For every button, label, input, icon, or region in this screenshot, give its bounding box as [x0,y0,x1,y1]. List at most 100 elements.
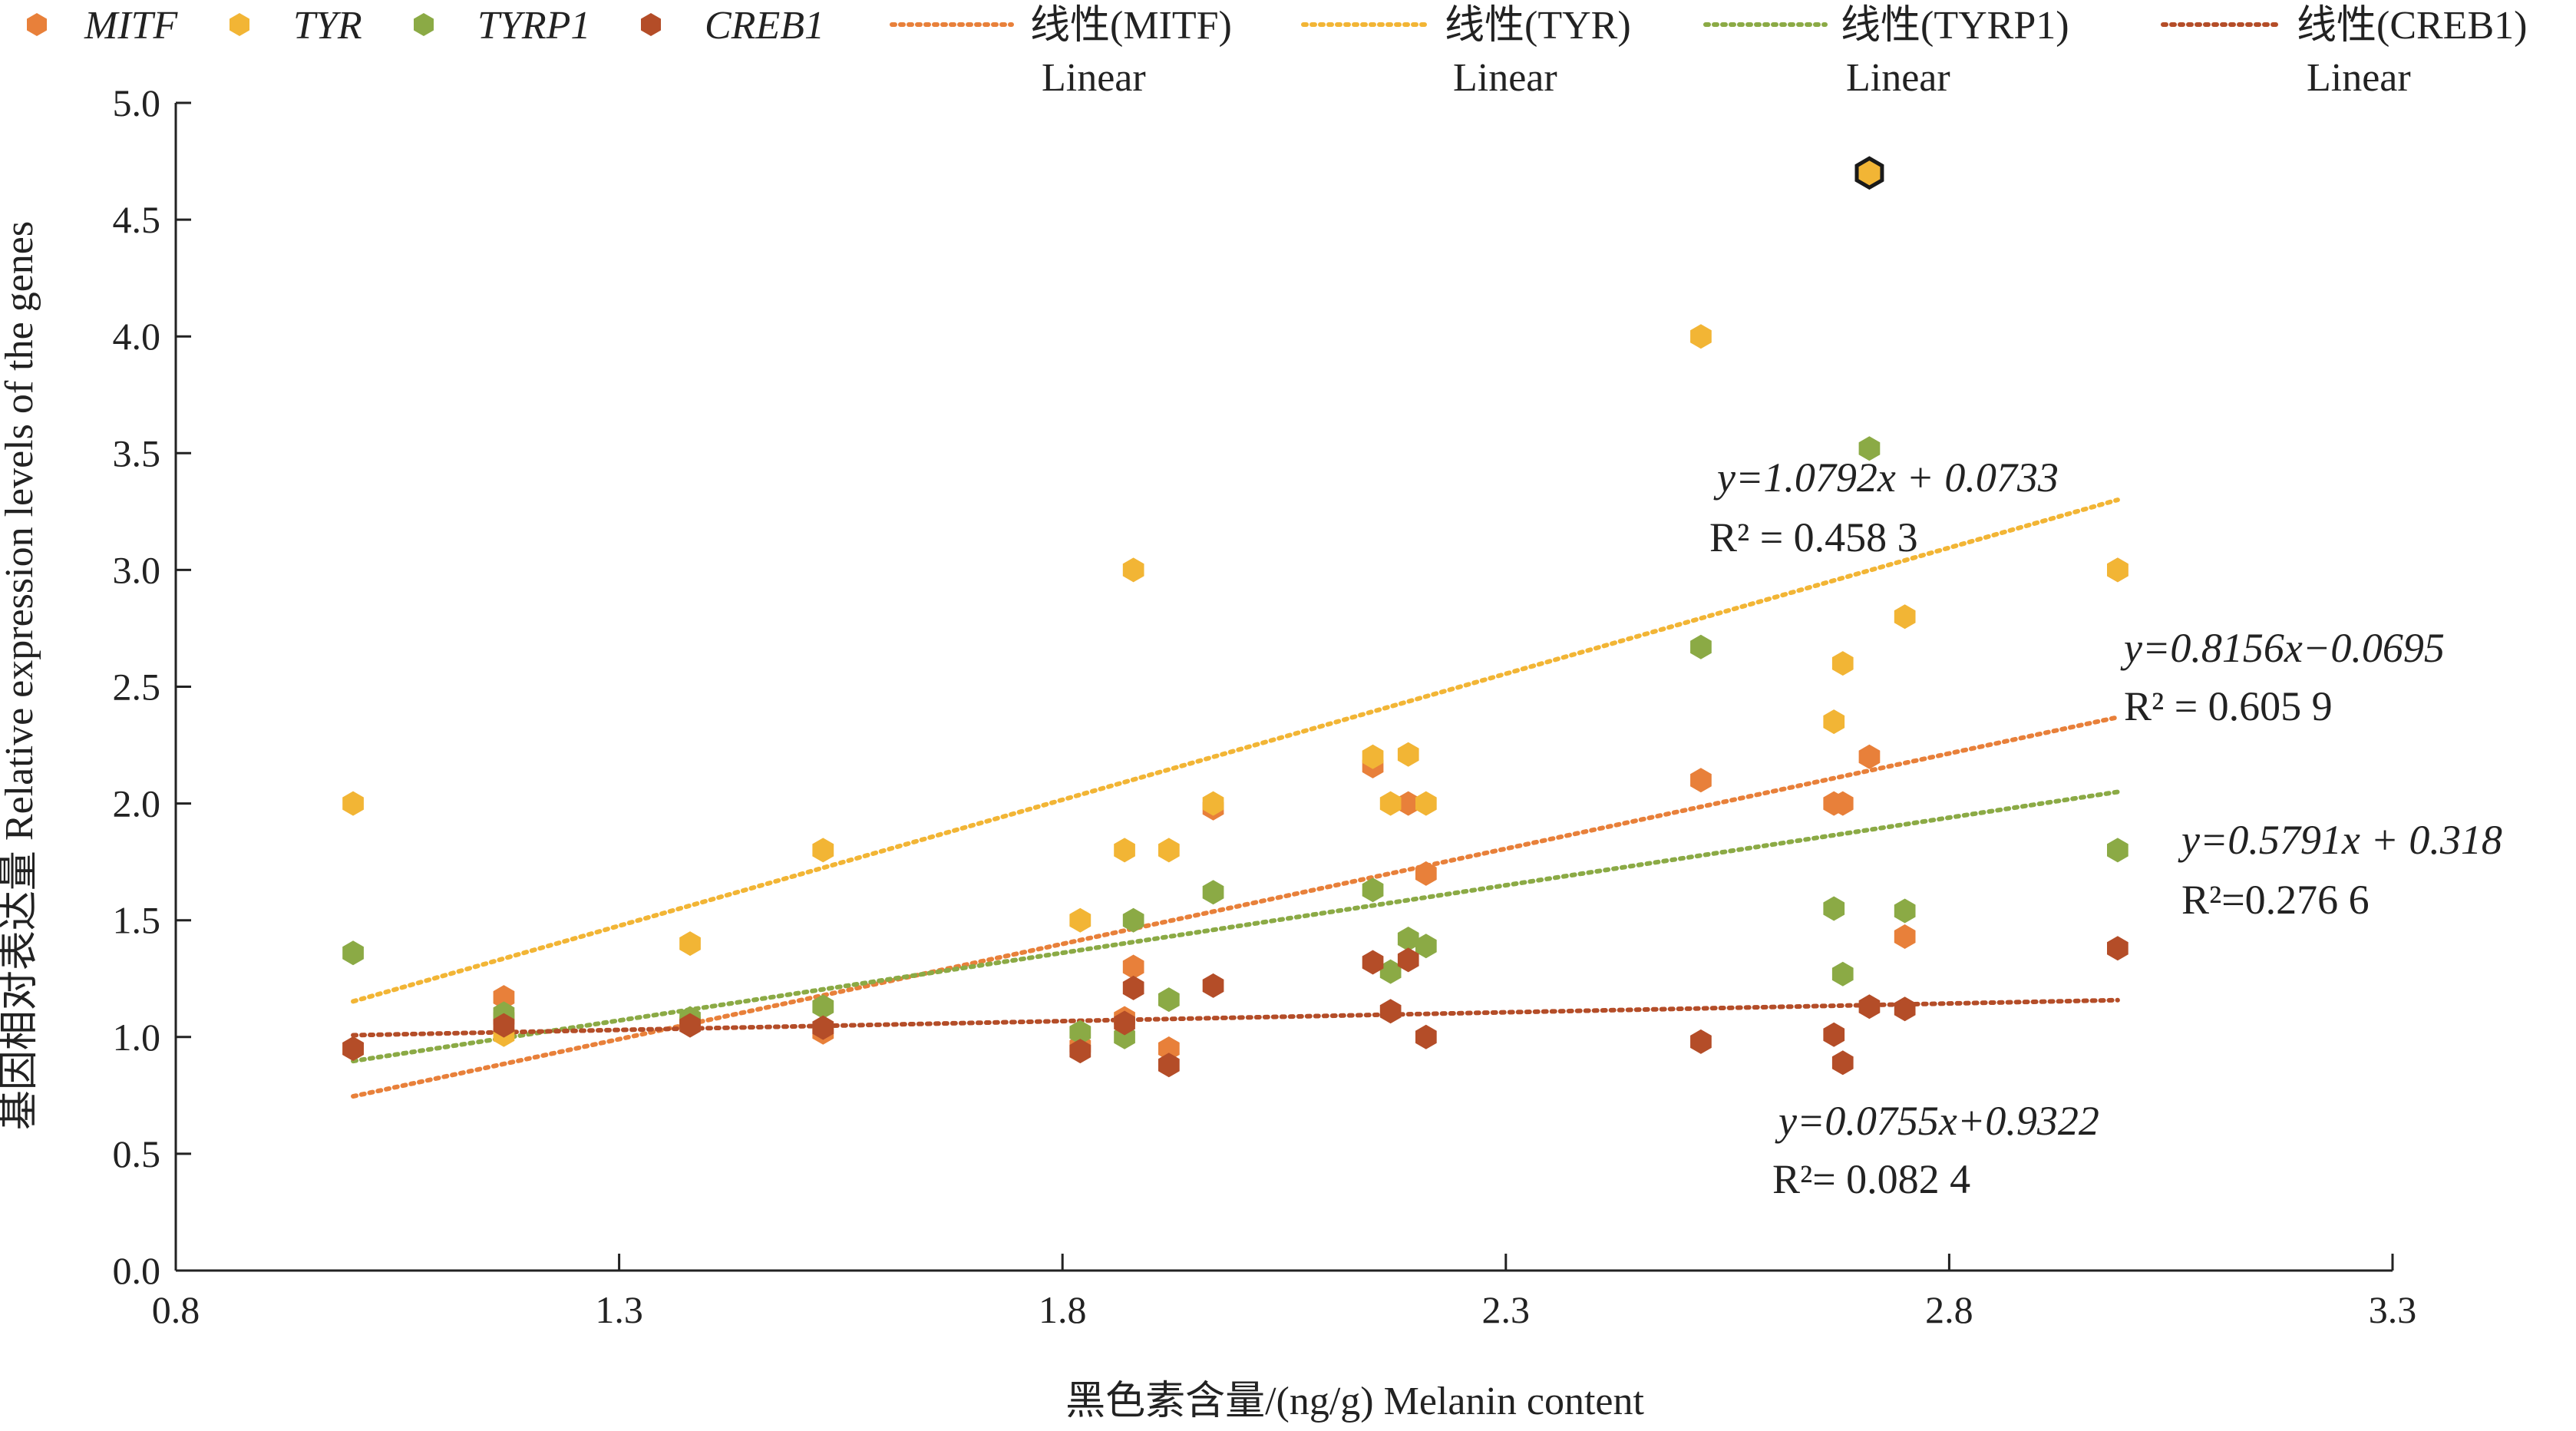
data-point-creb1 [1158,1053,1180,1078]
data-point-tyr [1202,791,1224,816]
data-point-tyr [1823,709,1845,735]
x-tick-label: 0.8 [152,1288,200,1331]
axis-titles: 黑色素含量/(ng/g) Melanin content 基因相对表达量 Rel… [0,221,1644,1423]
y-tick-label: 3.5 [113,431,161,474]
data-point-creb1 [1415,1024,1437,1049]
data-point-creb1 [1858,994,1881,1020]
data-point-tyrp1 [1122,907,1144,933]
legend-trend-sublabel-tyr: Linear [1453,56,1557,100]
legend-trend-label-tyrp1: 线性(TYRP1) [1841,4,2069,48]
legend-label-tyr: TYR [293,4,362,48]
data-point-tyr [1122,557,1144,583]
data-point-creb1 [1894,996,1916,1022]
legend-trend-label-mitf: 线性(MITF) [1030,4,1232,48]
trend-r2-creb1: R²= 0.082 4 [1772,1156,1970,1202]
data-point-tyrp1 [1894,898,1916,924]
data-point-tyr [1690,324,1712,349]
data-point-tyr [1379,791,1402,816]
legend-label-creb1: CREB1 [705,4,824,48]
y-axis-title: 基因相对表达量 Relative expression levels of th… [0,221,41,1130]
data-point-creb1 [812,1015,834,1040]
data-point-creb1 [1823,1022,1845,1047]
data-point-tyr [2107,557,2129,583]
data-point-mitf [493,985,515,1010]
data-point-mitf [1415,861,1437,886]
legend-marker-creb1 [641,13,661,36]
trend-lines [351,497,2120,1099]
legend-trend-label-creb1: 线性(CREB1) [2297,4,2527,48]
x-tick-label: 3.3 [2369,1288,2417,1331]
legend-label-tyrp1: TYRP1 [477,4,590,48]
trend-line-tyrp1 [351,789,2120,1064]
data-point-creb1 [342,1036,364,1061]
data-point-tyrp1 [1858,436,1881,461]
x-tick-label: 1.8 [1039,1288,1087,1331]
legend: MITF TYR TYRP1 CREB1 线性(MITF) Linear 线性(TYR) Li… [27,4,2527,100]
data-point-tyr [1397,742,1419,767]
data-point-creb1 [1397,947,1419,973]
x-axis-title: 黑色素含量/(ng/g) Melanin content [1065,1380,1644,1423]
data-points [342,156,2129,1078]
data-point-tyrp1 [1397,927,1419,951]
y-tick-label: 2.0 [113,782,161,825]
data-point-mitf [1397,791,1419,816]
trend-equation-tyrp1: y=0.5791x + 0.318 [2178,817,2502,863]
trend-r2-tyr: R² = 0.458 3 [1709,514,1918,560]
data-point-tyrp1 [1379,959,1402,984]
trend-equations: y=0.8156x−0.0695 R² = 0.605 9 y=1.0792x + … [1709,454,2502,1202]
data-point-tyrp1 [1158,987,1180,1013]
trend-equation-tyr: y=1.0792x + 0.0733 [1713,454,2059,501]
data-point-tyrp1 [1362,877,1384,903]
data-point-tyr [1894,604,1916,630]
data-point-mitf [1858,744,1881,769]
data-point-tyr [1854,156,1884,190]
trend-line-creb1 [351,997,2120,1038]
data-point-tyrp1 [2107,838,2129,863]
trend-line-tyr [351,497,2120,1004]
data-point-creb1 [1122,975,1144,1000]
data-point-tyr [342,791,364,816]
legend-marker-tyrp1 [414,13,434,36]
trend-r2-tyrp1: R²=0.276 6 [2181,877,2370,923]
data-point-creb1 [1362,950,1384,975]
data-point-tyr [812,838,834,863]
data-point-tyrp1 [1069,1020,1091,1045]
trend-equation-mitf: y=0.8156x−0.0695 [2120,625,2445,671]
x-tick-label: 2.3 [1482,1288,1531,1331]
data-point-tyr [1831,651,1854,676]
y-tick-label: 3.0 [113,548,161,591]
data-point-mitf [1690,768,1712,793]
legend-label-mitf: MITF [84,4,179,48]
data-point-tyrp1 [812,994,834,1020]
data-point-creb1 [1069,1039,1091,1064]
data-point-mitf [1894,924,1916,949]
data-point-creb1 [1379,999,1402,1024]
data-point-creb1 [1202,973,1224,998]
y-tick-label: 4.5 [113,198,161,241]
trend-equation-creb1: y=0.0755x+0.9322 [1775,1098,2099,1144]
data-point-mitf [1122,954,1144,980]
data-point-creb1 [493,1013,515,1038]
data-point-tyr [1415,791,1437,816]
y-tick-label: 0.0 [113,1249,161,1292]
data-point-creb1 [679,1013,701,1038]
legend-trend-sublabel-mitf: Linear [1042,56,1146,100]
x-tick-label: 2.8 [1925,1288,1973,1331]
data-point-creb1 [1831,1050,1854,1076]
legend-trend-sublabel-creb1: Linear [2307,56,2411,100]
trend-line-mitf [351,715,2120,1099]
data-point-tyrp1 [1202,880,1224,905]
data-point-tyrp1 [1690,634,1712,659]
data-point-tyr [679,931,701,957]
legend-marker-mitf [27,13,47,36]
data-point-tyr [1362,744,1384,769]
legend-trend-sublabel-tyrp1: Linear [1846,56,1950,100]
y-tick-label: 4.0 [113,315,161,358]
x-tick-label: 1.3 [595,1288,643,1331]
data-point-tyrp1 [1823,896,1845,921]
trend-r2-mitf: R² = 0.605 9 [2124,683,2333,729]
data-point-creb1 [1690,1029,1712,1054]
data-point-creb1 [2107,936,2129,961]
data-point-tyr [1114,838,1135,863]
